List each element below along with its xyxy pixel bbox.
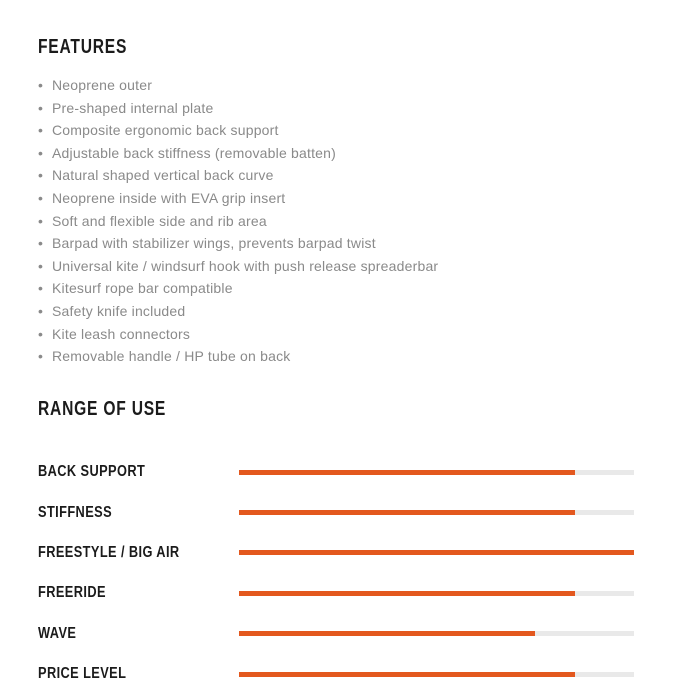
range-of-use-title: RANGE OF USE (38, 398, 167, 420)
range-row-back-support: BACK SUPPORT (38, 452, 662, 492)
range-bar-track (239, 671, 634, 677)
range-bar-fill (239, 590, 575, 596)
feature-item: Barpad with stabilizer wings, prevents b… (38, 232, 438, 255)
range-row-label: FREERIDE (38, 584, 106, 602)
range-rows: BACK SUPPORT STIFFNESS FREESTYLE / BIG A… (38, 452, 662, 694)
range-bar-track (239, 590, 634, 596)
range-bar-track (239, 550, 634, 556)
feature-item: Pre-shaped internal plate (38, 97, 438, 120)
range-row-label: STIFFNESS (38, 503, 113, 521)
range-bar-track (239, 631, 634, 637)
range-bar-track (239, 510, 634, 516)
features-list: Neoprene outer Pre-shaped internal plate… (38, 74, 438, 368)
range-bar-fill (239, 671, 575, 677)
features-section: FEATURES Neoprene outer Pre-shaped inter… (38, 37, 438, 368)
feature-item: Composite ergonomic back support (38, 119, 438, 142)
range-row-label: WAVE (38, 624, 77, 642)
range-row-price-level: PRICE LEVEL (38, 654, 662, 694)
range-row-label: FREESTYLE / BIG AIR (38, 543, 180, 561)
feature-item: Neoprene outer (38, 74, 438, 97)
range-row-wave: WAVE (38, 614, 662, 654)
range-row-label: BACK SUPPORT (38, 463, 146, 481)
range-bar-fill (239, 469, 575, 475)
feature-item: Natural shaped vertical back curve (38, 164, 438, 187)
feature-item: Soft and flexible side and rib area (38, 210, 438, 233)
feature-item: Removable handle / HP tube on back (38, 345, 438, 368)
range-row-label: PRICE LEVEL (38, 665, 127, 683)
range-of-use-section: RANGE OF USE BACK SUPPORT STIFFNESS FREE… (38, 399, 662, 694)
range-row-stiffness: STIFFNESS (38, 492, 662, 532)
feature-item: Kite leash connectors (38, 323, 438, 346)
features-title: FEATURES (38, 36, 128, 58)
feature-item: Neoprene inside with EVA grip insert (38, 187, 438, 210)
range-row-freestyle-big-air: FREESTYLE / BIG AIR (38, 533, 662, 573)
range-bar-fill (239, 631, 536, 637)
range-bar-fill (239, 510, 575, 516)
feature-item: Safety knife included (38, 300, 438, 323)
feature-item: Kitesurf rope bar compatible (38, 277, 438, 300)
range-bar-track (239, 469, 634, 475)
range-row-freeride: FREERIDE (38, 573, 662, 613)
feature-item: Adjustable back stiffness (removable bat… (38, 142, 438, 165)
range-bar-fill (239, 550, 634, 556)
feature-item: Universal kite / windsurf hook with push… (38, 255, 438, 278)
